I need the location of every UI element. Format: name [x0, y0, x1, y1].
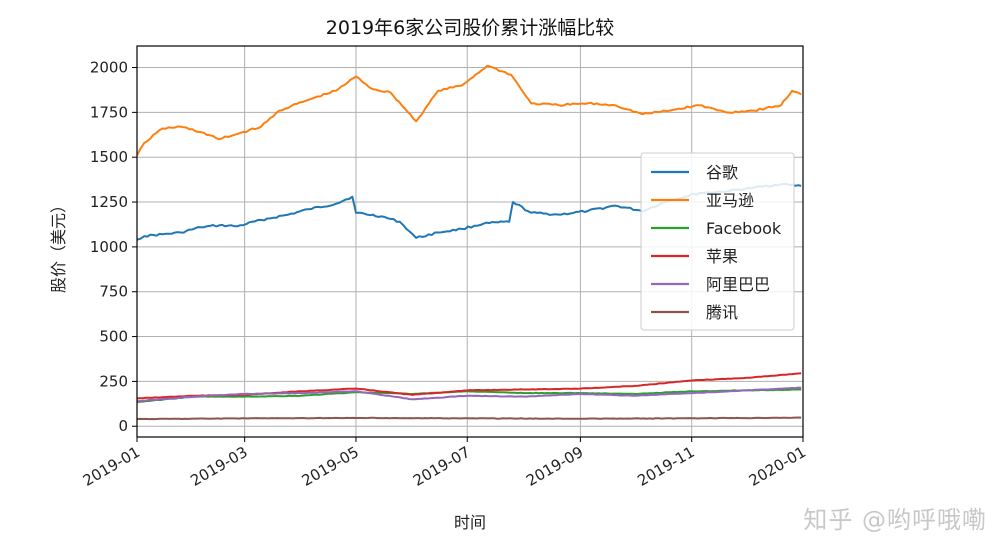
legend-label: 阿里巴巴 [706, 275, 770, 294]
plot-frame [136, 45, 804, 438]
x-tick-label: 2019-11 [634, 443, 697, 490]
y-tick-label: 2000 [90, 59, 128, 77]
legend-label: 谷歌 [706, 163, 738, 182]
legend-label: 腾讯 [706, 303, 738, 322]
x-tick-label: 2019-07 [410, 443, 473, 490]
y-axis-label: 股价（美元） [49, 197, 68, 293]
legend-box [640, 152, 795, 331]
watermark: 知乎 @哟呼哦嘞 [803, 506, 987, 534]
y-tick-label: 1750 [90, 103, 128, 121]
y-tick-label: 250 [99, 372, 128, 390]
y-tick-label: 500 [99, 328, 128, 346]
x-tick-label: 2020-01 [746, 443, 809, 490]
x-tick-label: 2019-01 [80, 443, 143, 490]
x-axis-label: 时间 [454, 513, 486, 532]
x-tick-label: 2019-05 [299, 443, 362, 490]
y-tick-label: 0 [118, 417, 128, 435]
legend-label: 亚马逊 [706, 191, 754, 210]
series-group [137, 64, 802, 421]
legend-label: Facebook [706, 219, 782, 238]
y-tick-label: 1500 [90, 148, 128, 166]
series-line-2 [137, 388, 802, 403]
y-tick-label: 1250 [90, 193, 128, 211]
x-tick-label: 2019-09 [523, 443, 586, 490]
y-tick-label: 750 [99, 283, 128, 301]
series-line-4 [137, 386, 802, 403]
series-line-5 [137, 416, 802, 421]
legend-label: 苹果 [706, 247, 738, 266]
chart-title: 2019年6家公司股价累计涨幅比较 [326, 17, 614, 39]
x-tick-label: 2019-03 [187, 443, 250, 490]
series-line-1 [137, 64, 802, 156]
y-tick-label: 1000 [90, 238, 128, 256]
